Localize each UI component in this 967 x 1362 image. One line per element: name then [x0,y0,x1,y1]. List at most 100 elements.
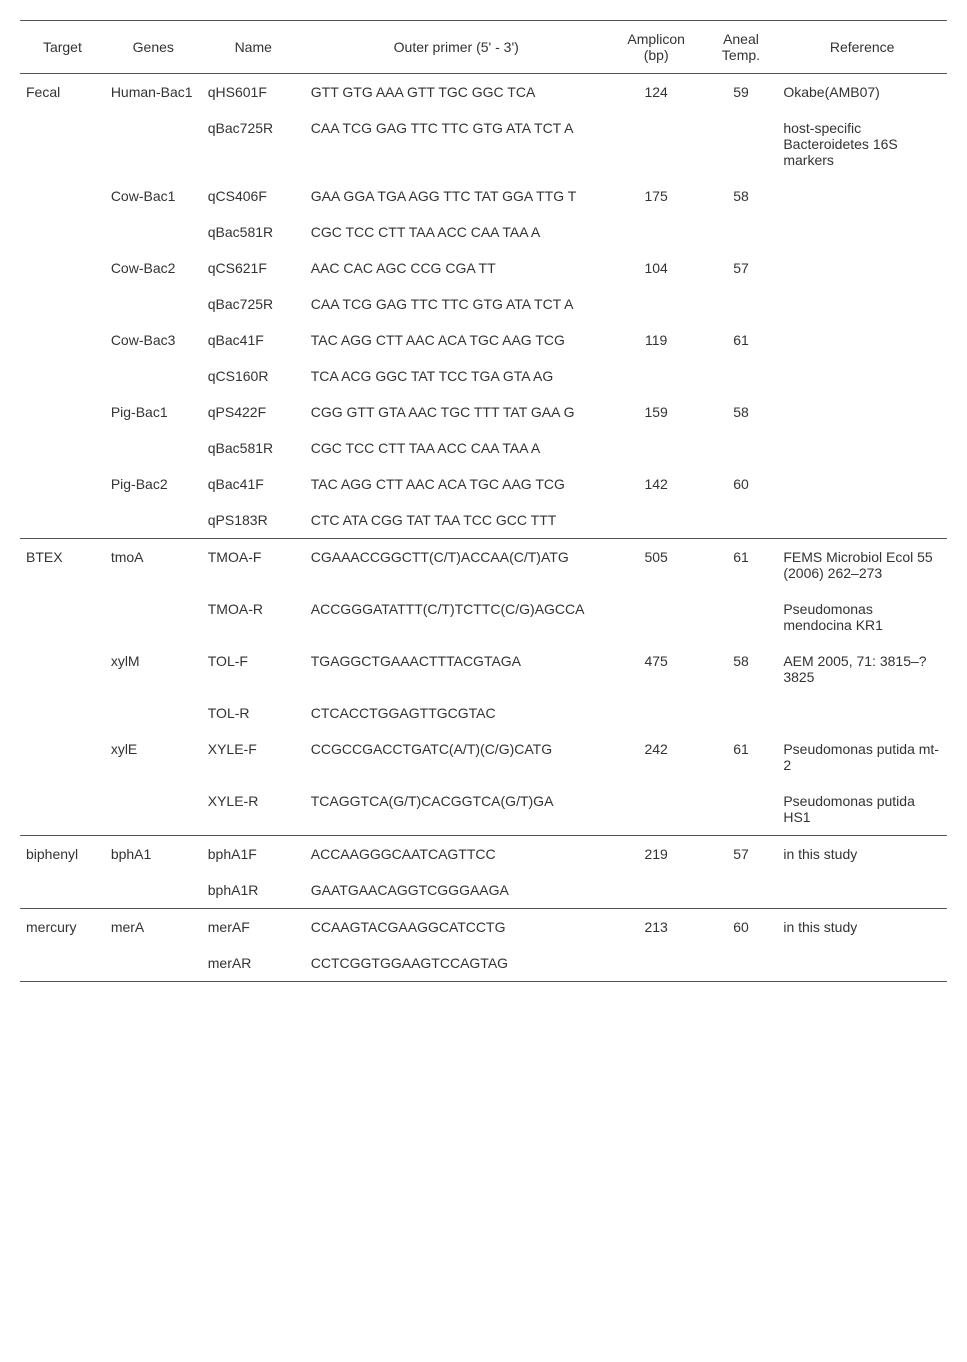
cell-primer: CGG GTT GTA AAC TGC TTT TAT GAA G [305,394,608,430]
cell-reference: FEMS Microbiol Ecol 55 (2006) 262–273 [777,539,947,592]
cell-name: qBac725R [202,110,305,178]
cell-aneal: 61 [705,322,778,358]
cell-amplicon: 159 [608,394,705,430]
cell-name: qHS601F [202,74,305,111]
cell-name: bphA1F [202,836,305,873]
cell-genes [105,872,202,909]
cell-target [20,591,105,643]
primer-table: Target Genes Name Outer primer (5' - 3')… [20,20,947,982]
table-row: bphA1RGAATGAACAGGTCGGGAAGA [20,872,947,909]
cell-genes: Cow-Bac2 [105,250,202,286]
cell-primer: GAA GGA TGA AGG TTC TAT GGA TTG T [305,178,608,214]
cell-target [20,394,105,430]
cell-name: bphA1R [202,872,305,909]
cell-reference [777,250,947,286]
cell-primer: ACCGGGATATTT(C/T)TCTTC(C/G)AGCCA [305,591,608,643]
cell-amplicon [608,286,705,322]
cell-name: qPS183R [202,502,305,539]
table-row: biphenylbphA1bphA1FACCAAGGGCAATCAGTTCC21… [20,836,947,873]
cell-reference [777,358,947,394]
cell-target: mercury [20,909,105,946]
cell-amplicon [608,214,705,250]
cell-target [20,430,105,466]
table-row: Cow-Bac1qCS406FGAA GGA TGA AGG TTC TAT G… [20,178,947,214]
cell-amplicon [608,872,705,909]
cell-amplicon: 213 [608,909,705,946]
table-row: mercurymerAmerAFCCAAGTACGAAGGCATCCTG2136… [20,909,947,946]
cell-aneal: 59 [705,74,778,111]
cell-reference: Pseudomonas putida HS1 [777,783,947,836]
cell-aneal [705,214,778,250]
header-name: Name [202,21,305,74]
table-row: Pig-Bac1qPS422FCGG GTT GTA AAC TGC TTT T… [20,394,947,430]
cell-primer: CGC TCC CTT TAA ACC CAA TAA A [305,214,608,250]
cell-amplicon: 104 [608,250,705,286]
header-amplicon: Amplicon (bp) [608,21,705,74]
cell-name: XYLE-F [202,731,305,783]
cell-aneal: 57 [705,836,778,873]
table-row: TOL-RCTCACCTGGAGTTGCGTAC [20,695,947,731]
table-row: Pig-Bac2qBac41FTAC AGG CTT AAC ACA TGC A… [20,466,947,502]
cell-aneal [705,430,778,466]
table-row: BTEXtmoATMOA-FCGAAACCGGCTT(C/T)ACCAA(C/T… [20,539,947,592]
cell-primer: CCTCGGTGGAAGTCCAGTAG [305,945,608,982]
table-row: qPS183RCTC ATA CGG TAT TAA TCC GCC TTT [20,502,947,539]
table-row: qBac581RCGC TCC CTT TAA ACC CAA TAA A [20,430,947,466]
table-row: TMOA-RACCGGGATATTT(C/T)TCTTC(C/G)AGCCAPs… [20,591,947,643]
cell-aneal [705,110,778,178]
cell-name: qPS422F [202,394,305,430]
header-reference: Reference [777,21,947,74]
cell-genes [105,110,202,178]
cell-aneal: 60 [705,466,778,502]
cell-genes [105,502,202,539]
cell-reference: in this study [777,909,947,946]
table-row: qBac725RCAA TCG GAG TTC TTC GTG ATA TCT … [20,110,947,178]
cell-target [20,110,105,178]
cell-primer: CTCACCTGGAGTTGCGTAC [305,695,608,731]
cell-amplicon: 119 [608,322,705,358]
cell-genes: Pig-Bac2 [105,466,202,502]
table-row: xylEXYLE-FCCGCCGACCTGATC(A/T)(C/G)CATG24… [20,731,947,783]
cell-name: TMOA-R [202,591,305,643]
cell-primer: AAC CAC AGC CCG CGA TT [305,250,608,286]
cell-target: BTEX [20,539,105,592]
cell-amplicon [608,110,705,178]
cell-genes: xylM [105,643,202,695]
table-row: qBac581RCGC TCC CTT TAA ACC CAA TAA A [20,214,947,250]
cell-target [20,178,105,214]
cell-primer: TCAGGTCA(G/T)CACGGTCA(G/T)GA [305,783,608,836]
cell-name: qCS621F [202,250,305,286]
cell-amplicon: 142 [608,466,705,502]
table-row: qCS160RTCA ACG GGC TAT TCC TGA GTA AG [20,358,947,394]
cell-genes [105,358,202,394]
cell-reference: in this study [777,836,947,873]
cell-primer: GAATGAACAGGTCGGGAAGA [305,872,608,909]
cell-name: TOL-F [202,643,305,695]
cell-primer: TAC AGG CTT AAC ACA TGC AAG TCG [305,322,608,358]
header-target: Target [20,21,105,74]
cell-aneal: 57 [705,250,778,286]
cell-genes [105,945,202,982]
cell-genes [105,430,202,466]
cell-primer: CCAAGTACGAAGGCATCCTG [305,909,608,946]
cell-amplicon [608,945,705,982]
cell-primer: TAC AGG CTT AAC ACA TGC AAG TCG [305,466,608,502]
cell-reference: Okabe(AMB07) [777,74,947,111]
table-row: qBac725RCAA TCG GAG TTC TTC GTG ATA TCT … [20,286,947,322]
cell-primer: ACCAAGGGCAATCAGTTCC [305,836,608,873]
cell-target [20,214,105,250]
cell-name: merAR [202,945,305,982]
cell-target [20,286,105,322]
table-row: xylMTOL-FTGAGGCTGAAACTTTACGTAGA47558AEM … [20,643,947,695]
cell-genes: merA [105,909,202,946]
cell-genes: Cow-Bac3 [105,322,202,358]
cell-aneal [705,872,778,909]
cell-name: qBac41F [202,322,305,358]
header-genes: Genes [105,21,202,74]
cell-reference [777,502,947,539]
cell-reference: host-specific Bacteroidetes 16S markers [777,110,947,178]
cell-name: TMOA-F [202,539,305,592]
cell-primer: CAA TCG GAG TTC TTC GTG ATA TCT A [305,286,608,322]
cell-aneal: 58 [705,643,778,695]
cell-target [20,945,105,982]
